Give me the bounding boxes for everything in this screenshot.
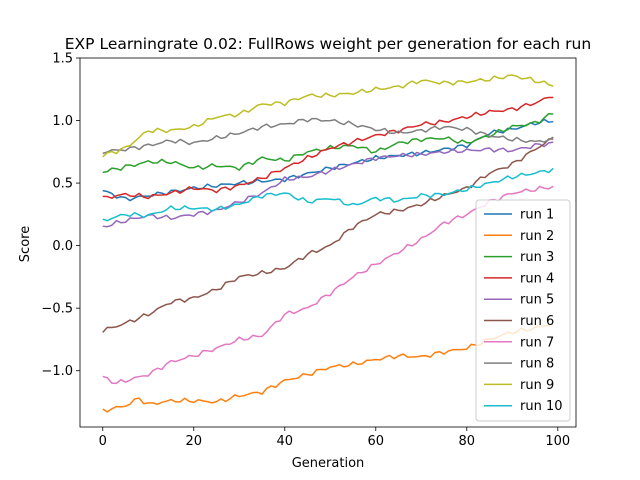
x-tick-label: 80 xyxy=(459,434,476,449)
legend-label-6: run 6 xyxy=(520,314,554,329)
x-axis-label: Generation xyxy=(292,456,365,471)
axes-frame xyxy=(79,57,577,428)
y-axis-label: Score xyxy=(18,226,33,262)
series-line-9 xyxy=(102,74,554,158)
y-axis: −1.0 −0.5 0.0 0.5 1.0 1.5 xyxy=(41,52,80,379)
legend-label-8: run 8 xyxy=(520,357,554,372)
legend: run 1 run 2 run 3 run 4 run 5 run 6 run 7 run 8… xyxy=(475,199,571,422)
chart-title: EXP Learningrate 0.02: FullRows weight p… xyxy=(65,35,591,53)
y-tick-label: −1.0 xyxy=(41,364,73,379)
y-tick-label: 0.0 xyxy=(52,239,73,254)
series-line-6 xyxy=(102,138,554,333)
legend-label-7: run 7 xyxy=(520,335,554,350)
series-line-4 xyxy=(102,96,554,200)
legend-box xyxy=(475,199,571,422)
x-tick-label: 100 xyxy=(545,434,570,449)
x-tick-label: 20 xyxy=(185,434,202,449)
x-tick-label: 60 xyxy=(368,434,385,449)
plot-area xyxy=(79,57,577,428)
legend-label-3: run 3 xyxy=(520,250,554,265)
legend-label-10: run 10 xyxy=(520,399,563,414)
series-line-3 xyxy=(102,112,554,174)
y-tick-label: 0.5 xyxy=(52,177,73,192)
y-tick-label: −0.5 xyxy=(41,302,73,317)
x-tick-label: 0 xyxy=(99,434,107,449)
y-tick-label: 1.5 xyxy=(52,52,73,67)
x-axis: 0 20 40 60 80 100 xyxy=(99,427,570,449)
series-line-5 xyxy=(102,141,554,228)
series-line-8 xyxy=(102,117,554,155)
legend-label-5: run 5 xyxy=(520,293,554,308)
y-tick-label: 1.0 xyxy=(52,114,73,129)
series-line-10 xyxy=(102,167,554,222)
x-tick-label: 40 xyxy=(276,434,293,449)
legend-label-9: run 9 xyxy=(520,378,554,393)
legend-label-4: run 4 xyxy=(520,271,554,286)
legend-label-2: run 2 xyxy=(520,229,554,244)
series-line-1 xyxy=(102,118,554,202)
legend-label-1: run 1 xyxy=(520,208,554,223)
